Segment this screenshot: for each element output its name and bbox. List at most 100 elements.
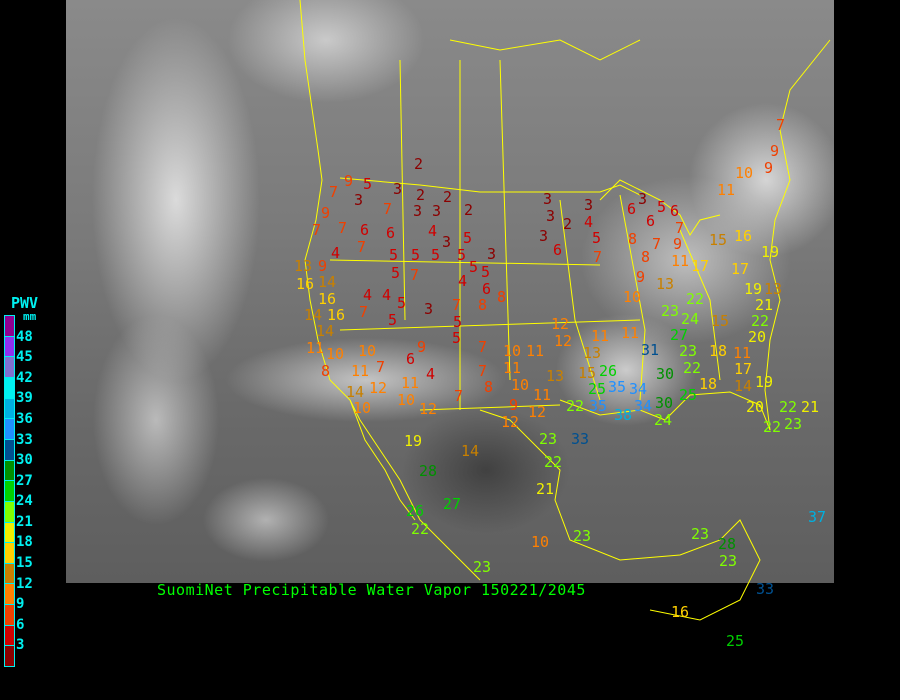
station-pwv-label: 5 [463,229,473,247]
station-pwv-label: 5 [657,198,667,216]
station-pwv-label: 14 [304,306,323,324]
legend-swatch [5,397,14,419]
atlantic-coastline [764,39,831,431]
legend-tick-label: 45 [16,349,33,366]
station-pwv-label: 7 [593,248,603,266]
legend-swatch [5,583,14,605]
station-pwv-label: 11 [591,327,610,345]
station-pwv-label: 13 [656,275,675,293]
station-pwv-label: 25 [679,386,698,404]
station-pwv-label: 24 [654,411,673,429]
legend-title: PWV [11,294,39,312]
station-pwv-label: 7 [478,362,488,380]
station-pwv-label: 15 [711,312,730,330]
state-line [339,319,641,331]
station-pwv-label: 8 [321,362,331,380]
station-pwv-label: 2 [443,188,453,206]
station-pwv-label: 12 [419,400,438,418]
station-pwv-label: 6 [386,224,396,242]
station-pwv-label: 7 [452,296,462,314]
legend-swatch [5,335,14,357]
station-pwv-label: 25 [726,632,745,650]
station-pwv-label: 22 [544,453,563,471]
station-pwv-label: 7 [338,219,348,237]
station-pwv-label: 11 [717,181,736,199]
station-pwv-label: 9 [321,204,331,222]
station-pwv-label: 23 [719,552,738,570]
station-pwv-label: 8 [497,288,507,306]
station-pwv-label: 12 [501,413,520,431]
station-pwv-label: 4 [426,365,436,383]
station-pwv-label: 18 [709,342,728,360]
station-pwv-label: 5 [389,246,399,264]
station-pwv-label: 2 [563,215,573,233]
station-pwv-label: 7 [357,238,367,256]
station-pwv-label: 26 [406,502,425,520]
station-pwv-label: 4 [382,286,392,304]
state-line [419,404,561,411]
legend-swatch [5,562,14,584]
station-pwv-label: 9 [344,172,354,190]
baja-coastline [349,399,416,521]
state-line [619,194,646,401]
station-pwv-label: 16 [734,227,753,245]
station-pwv-label: 34 [629,380,648,398]
station-pwv-label: 9 [417,338,427,356]
legend-tick-label: 9 [16,596,25,613]
station-pwv-label: 5 [363,175,373,193]
station-pwv-label: 23 [473,558,492,576]
station-pwv-label: 14 [346,383,365,401]
station-pwv-label: 4 [428,222,438,240]
station-pwv-label: 21 [536,480,555,498]
station-pwv-label: 17 [734,360,753,378]
legend-tick-label: 27 [16,472,33,489]
legend-swatch [5,316,14,336]
station-pwv-label: 5 [592,229,602,247]
legend-tick-label: 3 [16,637,25,654]
legend-swatch [5,356,14,378]
station-pwv-label: 16 [327,306,346,324]
station-pwv-label: 7 [652,235,662,253]
gulf-coastline [479,409,761,621]
station-pwv-label: 12 [551,315,570,333]
station-pwv-label: 7 [376,358,386,376]
station-pwv-label: 23 [679,342,698,360]
legend-swatch [5,500,14,522]
station-pwv-label: 23 [691,525,710,543]
station-pwv-label: 7 [478,338,488,356]
station-pwv-label: 22 [686,290,705,308]
station-pwv-label: 14 [461,442,480,460]
station-pwv-label: 11 [503,359,522,377]
station-pwv-label: 5 [457,246,467,264]
station-pwv-label: 10 [623,288,642,306]
station-pwv-label: 27 [443,495,462,513]
legend-swatch [5,418,14,439]
station-pwv-label: 22 [751,312,770,330]
station-pwv-label: 6 [482,280,492,298]
station-pwv-label: 4 [458,272,468,290]
station-pwv-label: 6 [406,350,416,368]
station-pwv-label: 14 [318,273,337,291]
station-pwv-label: 26 [599,362,618,380]
station-pwv-label: 24 [681,310,700,328]
legend-tick-label: 15 [16,555,33,572]
station-pwv-label: 33 [756,580,775,598]
legend-tick-label: 6 [16,616,25,633]
station-pwv-label: 35 [608,378,627,396]
station-pwv-label: 11 [621,324,640,342]
station-pwv-label: 3 [413,202,423,220]
station-pwv-label: 30 [655,394,674,412]
station-pwv-label: 35 [589,397,608,415]
station-pwv-label: 6 [646,212,656,230]
station-pwv-label: 8 [484,378,494,396]
station-pwv-label: 16 [296,275,315,293]
state-line [559,199,601,401]
station-pwv-label: 3 [546,207,556,225]
station-pwv-label: 6 [670,202,680,220]
station-pwv-label: 10 [353,399,372,417]
station-pwv-label: 16 [671,603,690,621]
legend-tick-label: 48 [16,328,33,345]
legend-tick-label: 30 [16,452,33,469]
station-pwv-label: 11 [351,362,370,380]
